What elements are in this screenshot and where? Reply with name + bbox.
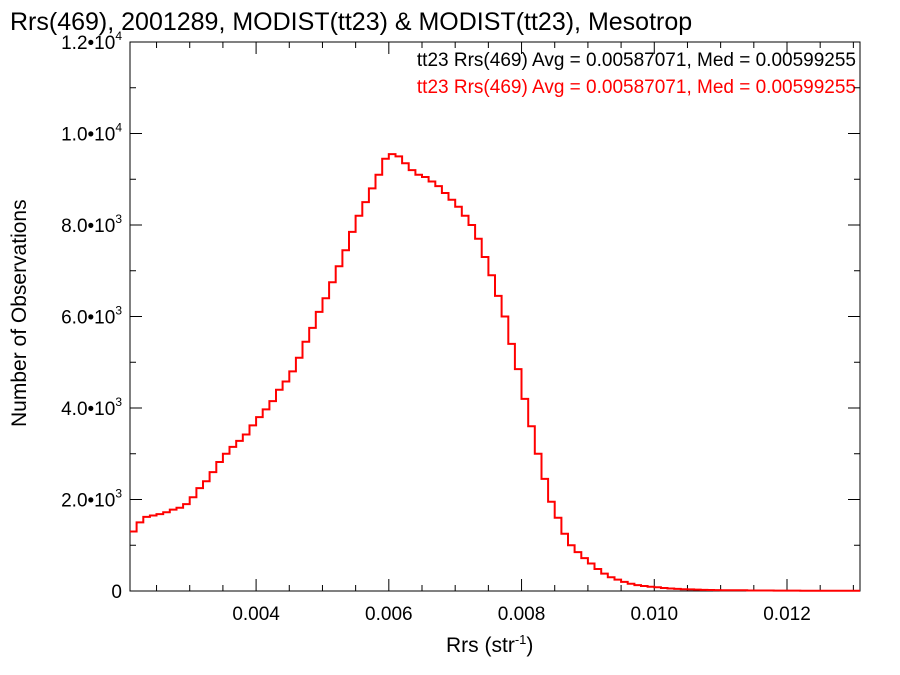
y-tick-label: 4.0•103 (61, 395, 122, 420)
y-tick-label: 6.0•103 (61, 304, 122, 329)
y-tick-label: 1.0•104 (61, 121, 122, 146)
y-tick-label: 0 (111, 582, 122, 603)
legend-entry-red: tt23 Rrs(469) Avg = 0.00587071, Med = 0.… (416, 77, 856, 98)
y-tick-label: 8.0•103 (61, 212, 122, 237)
x-axis-label-exponent: -1 (514, 632, 527, 647)
series-line-0 (130, 153, 860, 592)
x-axis-label: Rrs (str-1) (0, 632, 900, 658)
y-tick-label: 2.0•103 (61, 487, 122, 512)
x-tick-label: 0.008 (498, 604, 546, 625)
x-axis-label-main: Rrs (str (446, 634, 515, 657)
plot-frame (129, 41, 861, 592)
x-tick-label: 0.006 (365, 604, 413, 625)
y-tick-label: 1.2•104 (61, 29, 122, 54)
chart-title: Rrs(469), 2001289, MODIST(tt23) & MODIST… (10, 8, 693, 36)
x-tick-label: 0.004 (232, 604, 280, 625)
legend-entry-black: tt23 Rrs(469) Avg = 0.00587071, Med = 0.… (416, 50, 856, 71)
x-tick-label: 0.010 (630, 604, 678, 625)
x-axis-label-tail: ) (526, 634, 534, 657)
x-tick-label: 0.012 (763, 604, 811, 625)
